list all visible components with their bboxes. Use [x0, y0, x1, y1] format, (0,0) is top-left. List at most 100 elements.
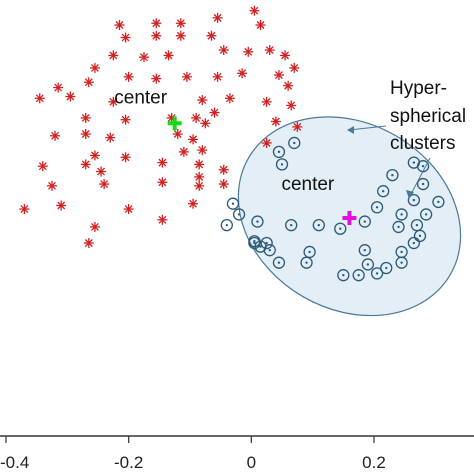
- circle-point: [312, 218, 325, 232]
- asterisk-point: [194, 180, 205, 191]
- asterisk-point: [47, 180, 57, 191]
- asterisk-point: [37, 161, 48, 172]
- circle-point: [260, 236, 273, 250]
- asterisk-point: [273, 70, 284, 81]
- asterisk-point: [108, 50, 119, 61]
- asterisk-point: [157, 157, 168, 168]
- circle-point: [358, 244, 371, 257]
- asterisk-point: [50, 130, 61, 141]
- asterisk-point: [255, 20, 266, 31]
- asterisk-point: [212, 71, 223, 82]
- asterisk-point: [218, 164, 229, 175]
- asterisk-point: [286, 100, 297, 111]
- circle-point: [358, 215, 371, 228]
- asterisk-point: [123, 204, 134, 215]
- x-tick-label: 0: [247, 453, 256, 472]
- circle-point: [370, 267, 384, 280]
- asterisk-point: [120, 32, 131, 43]
- asterisk-point: [56, 200, 67, 211]
- circle-point: [407, 193, 421, 207]
- circle-point: [416, 177, 430, 191]
- asterisk-point: [181, 71, 192, 82]
- centroids-layer: center center: [114, 87, 357, 225]
- asterisk-point: [243, 46, 254, 57]
- circle-point: [226, 197, 240, 210]
- annotation-arrowhead-1: [347, 126, 354, 134]
- circle-point: [232, 208, 246, 221]
- x-tick-label: -0.2: [114, 453, 143, 472]
- x-tick-label: 0.2: [362, 453, 386, 472]
- centroid-marker: [167, 116, 182, 131]
- circle-point: [285, 218, 298, 232]
- asterisk-point: [194, 159, 205, 170]
- asterisk-point: [206, 30, 217, 41]
- asterisk-point: [270, 116, 281, 127]
- asterisk-point: [249, 5, 260, 16]
- circle-point: [361, 258, 375, 271]
- asterisk-point: [114, 20, 125, 31]
- x-tick-label: -0.4: [0, 453, 29, 472]
- circle-point: [380, 261, 393, 275]
- asterisk-point: [96, 166, 107, 177]
- asterisk-point: [89, 221, 100, 232]
- circle-point: [300, 256, 313, 269]
- asterisk-point: [99, 179, 110, 190]
- circle-point: [275, 158, 289, 171]
- centroid-marker: [342, 211, 357, 225]
- asterisk-point: [200, 118, 211, 129]
- asterisk-point: [191, 112, 202, 123]
- circle-point: [288, 136, 301, 150]
- x-axis: -0.4 -0.2 0 0.2: [0, 435, 474, 472]
- asterisk-point: [151, 30, 162, 41]
- circle-point: [263, 244, 276, 257]
- centroid-label: center: [114, 87, 167, 108]
- centroid-label: center: [281, 174, 334, 195]
- circle-point: [272, 145, 286, 159]
- asterisk-point: [188, 134, 199, 145]
- asterisk-point: [34, 93, 45, 104]
- annotation-layer: Hyper- spherical clusters: [347, 78, 466, 199]
- asterisk-point: [80, 112, 91, 123]
- asterisk-point: [218, 179, 229, 190]
- asterisk-point: [89, 62, 100, 73]
- asterisk-point: [83, 238, 94, 249]
- asterisk-point: [212, 12, 223, 23]
- asterisk-point: [224, 93, 235, 104]
- annotation-line-1: Hyper-: [390, 78, 447, 99]
- asterisk-point: [261, 96, 272, 107]
- circle-point: [370, 201, 384, 214]
- asterisk-point: [53, 82, 64, 93]
- asterisk-point: [261, 137, 272, 148]
- circle-point: [407, 236, 421, 250]
- circle-point: [272, 256, 286, 269]
- asterisk-point: [175, 30, 186, 41]
- asterisk-point: [194, 171, 205, 182]
- asterisk-point: [197, 145, 208, 156]
- circle-point: [413, 229, 427, 243]
- circle-point: [220, 218, 233, 232]
- circle-point: [377, 185, 390, 198]
- asterisk-point: [123, 71, 134, 82]
- asterisk-point: [188, 198, 199, 209]
- asterisk-point: [139, 52, 149, 63]
- annotation-pointer-1: [348, 125, 387, 131]
- asterisk-point: [283, 80, 294, 91]
- asterisk-point: [178, 146, 189, 157]
- asterisk-point: [289, 62, 300, 73]
- circle-point: [352, 269, 365, 282]
- circle-point: [334, 222, 347, 235]
- asterisk-point: [151, 18, 162, 29]
- annotation-arrowhead-2: [406, 190, 414, 199]
- asterisk-point: [157, 177, 168, 188]
- circle-point: [419, 208, 433, 221]
- circle-point: [432, 195, 445, 209]
- markers-layer: [19, 5, 445, 282]
- asterisk-point: [292, 121, 303, 132]
- circle-point: [395, 256, 408, 269]
- asterisk-point: [80, 129, 91, 140]
- circle-point: [386, 168, 399, 182]
- asterisk-point: [80, 159, 91, 170]
- circle-point: [251, 215, 264, 228]
- asterisk-point: [65, 91, 76, 102]
- asterisk-point: [120, 152, 131, 163]
